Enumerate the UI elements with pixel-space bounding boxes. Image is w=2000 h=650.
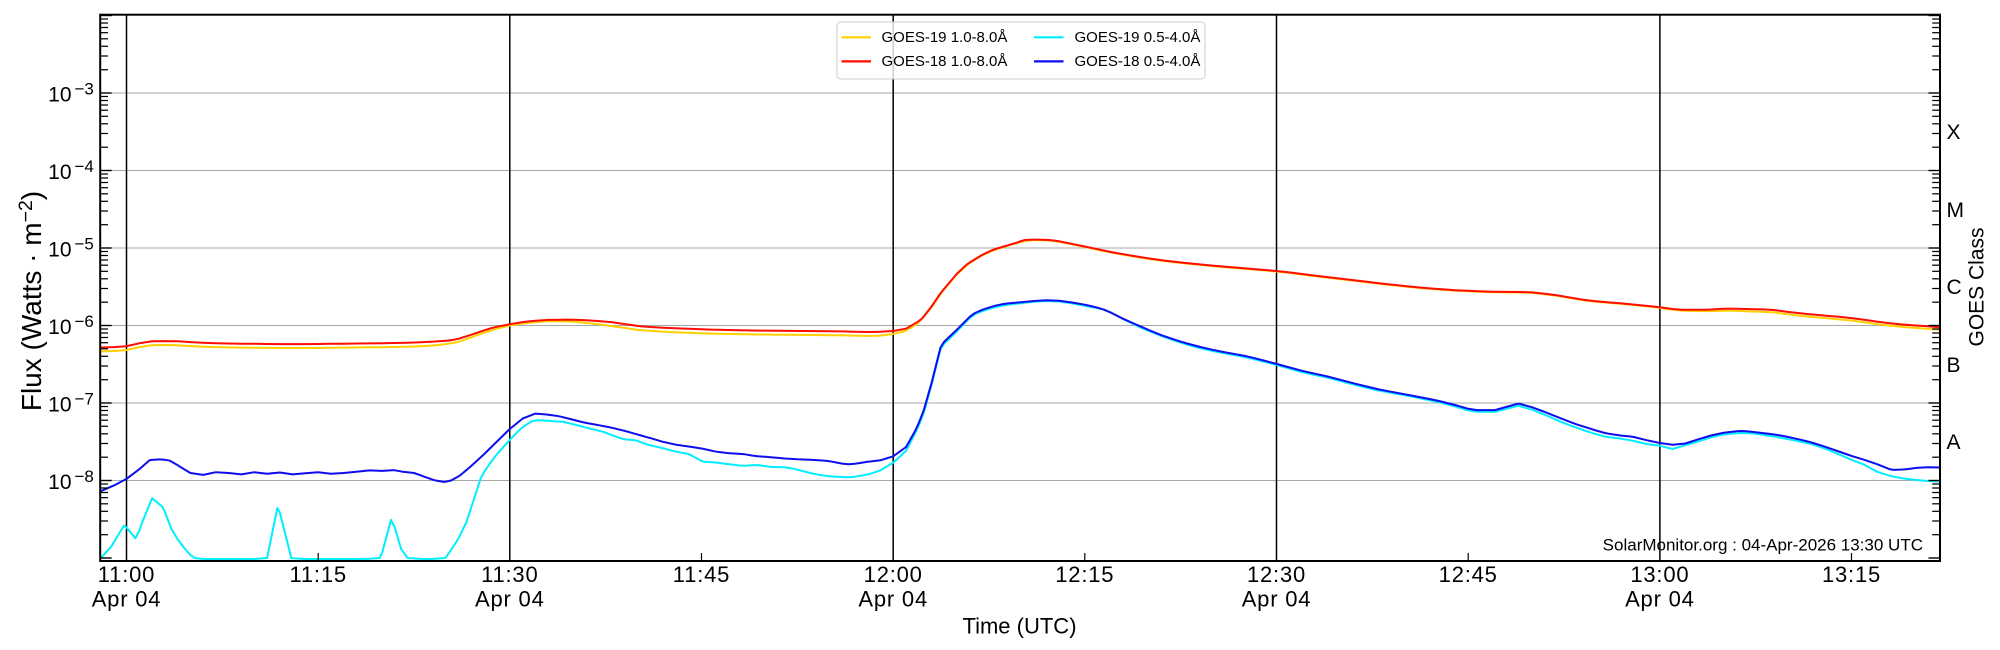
svg-text:A: A	[1947, 431, 1961, 454]
svg-text:12:45: 12:45	[1439, 562, 1498, 587]
svg-text:Apr 04: Apr 04	[1242, 587, 1312, 612]
svg-text:−8: −8	[75, 467, 94, 486]
svg-text:10: 10	[48, 161, 71, 184]
svg-text:−4: −4	[75, 157, 94, 176]
svg-text:10: 10	[48, 471, 71, 494]
svg-text:11:45: 11:45	[673, 562, 730, 587]
svg-text:Apr 04: Apr 04	[858, 587, 928, 612]
svg-text:13:00: 13:00	[1630, 562, 1689, 587]
svg-text:11:30: 11:30	[481, 562, 538, 587]
svg-text:−3: −3	[75, 79, 94, 98]
svg-text:X: X	[1947, 121, 1961, 144]
svg-text:M: M	[1947, 199, 1965, 222]
svg-text:10: 10	[48, 239, 71, 262]
svg-text:−5: −5	[75, 234, 94, 253]
svg-text:Apr 04: Apr 04	[1625, 587, 1695, 612]
svg-text:GOES-19 0.5-4.0Å: GOES-19 0.5-4.0Å	[1075, 29, 1201, 46]
svg-text:−6: −6	[75, 312, 94, 331]
svg-text:Apr 04: Apr 04	[92, 587, 162, 612]
svg-text:Flux (Watts · m−2): Flux (Watts · m−2)	[15, 191, 47, 411]
svg-text:10: 10	[48, 316, 71, 339]
svg-text:GOES-18 0.5-4.0Å: GOES-18 0.5-4.0Å	[1075, 53, 1201, 70]
svg-text:GOES Class: GOES Class	[1966, 227, 1989, 346]
svg-text:12:15: 12:15	[1055, 562, 1114, 587]
svg-text:SolarMonitor.org : 04-Apr-2026: SolarMonitor.org : 04-Apr-2026 13:30 UTC	[1603, 536, 1923, 555]
svg-text:Time (UTC): Time (UTC)	[962, 614, 1076, 639]
svg-text:10: 10	[48, 84, 71, 107]
svg-text:B: B	[1947, 354, 1961, 377]
svg-text:GOES-19 1.0-8.0Å: GOES-19 1.0-8.0Å	[882, 29, 1008, 46]
svg-text:−7: −7	[75, 389, 94, 408]
svg-text:12:00: 12:00	[864, 562, 923, 587]
svg-text:GOES-18 1.0-8.0Å: GOES-18 1.0-8.0Å	[882, 53, 1008, 70]
svg-text:10: 10	[48, 394, 71, 417]
svg-text:11:00: 11:00	[98, 562, 155, 587]
svg-text:12:30: 12:30	[1247, 562, 1306, 587]
svg-text:Apr 04: Apr 04	[475, 587, 545, 612]
svg-text:13:15: 13:15	[1822, 562, 1881, 587]
svg-text:11:15: 11:15	[289, 562, 346, 587]
svg-text:C: C	[1947, 276, 1962, 299]
